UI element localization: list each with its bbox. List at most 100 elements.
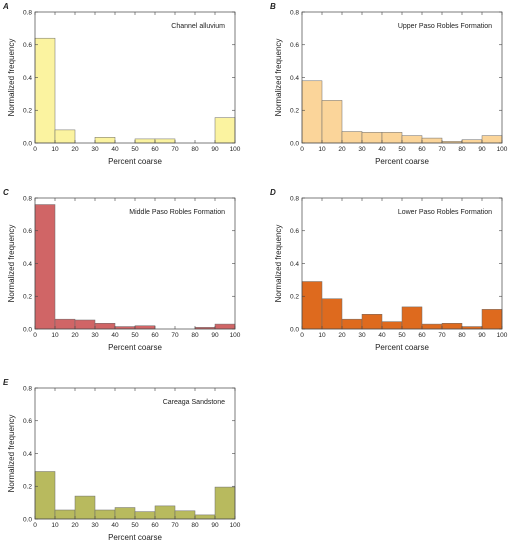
x-tick-label: 10 xyxy=(318,146,326,153)
histogram-bar xyxy=(321,100,343,144)
x-tick-label: 20 xyxy=(71,522,79,529)
y-tick-label: 0.4 xyxy=(23,261,32,268)
x-tick-label: 90 xyxy=(211,332,219,339)
y-tick-label: 0.8 xyxy=(23,195,32,202)
x-tick-label: 40 xyxy=(378,146,386,153)
x-tick-label: 70 xyxy=(438,146,446,153)
panel-title: Channel alluvium xyxy=(171,23,225,30)
histogram-bar xyxy=(401,135,423,144)
histogram-bar xyxy=(461,326,483,330)
x-tick-label: 20 xyxy=(338,332,346,339)
x-tick-label: 80 xyxy=(191,332,199,339)
panel-letter: B xyxy=(270,2,276,11)
histogram-bar xyxy=(381,132,403,144)
histogram-panel-d: D 0 10 20 30 40 50 60 70 80 90 100 0.0 0.2 0.4 0.6 0.8 Lo… xyxy=(270,188,508,352)
plot-frame xyxy=(34,11,236,144)
x-tick-label: 90 xyxy=(478,332,486,339)
x-tick-label: 40 xyxy=(111,146,119,153)
x-tick-label: 30 xyxy=(91,146,99,153)
y-tick-label: 0.8 xyxy=(23,9,32,16)
histogram-bar xyxy=(301,281,323,330)
x-tick-label: 0 xyxy=(300,332,304,339)
x-tick-label: 10 xyxy=(51,146,59,153)
histogram-bar xyxy=(214,117,236,144)
panel-letter: E xyxy=(3,378,9,387)
histogram-bar xyxy=(74,495,96,520)
x-axis-label: Percent coarse xyxy=(108,533,162,542)
histogram-panel-a: A 0 10 20 30 40 50 60 70 80 90 100 0.0 0.2 0.4 0.6 0.8 Ch… xyxy=(2,2,241,166)
y-tick-label: 0.8 xyxy=(290,9,299,16)
histogram-bar xyxy=(301,80,323,144)
x-tick-label: 80 xyxy=(191,522,199,529)
histogram-bar xyxy=(134,138,156,144)
y-tick-label: 0.4 xyxy=(290,261,299,268)
y-tick-label: 0.0 xyxy=(290,326,299,333)
histogram-bar xyxy=(341,131,363,144)
histogram-bar xyxy=(34,204,56,330)
histogram-bar xyxy=(54,318,76,330)
panel-title: Lower Paso Robles Formation xyxy=(398,209,492,216)
x-tick-label: 90 xyxy=(211,146,219,153)
panel-letter: C xyxy=(3,188,9,197)
x-tick-label: 70 xyxy=(171,522,179,529)
y-tick-label: 0.8 xyxy=(23,385,32,392)
x-tick-label: 50 xyxy=(398,146,406,153)
histogram-bar xyxy=(321,298,343,330)
y-tick-label: 0.2 xyxy=(23,108,32,115)
x-tick-label: 20 xyxy=(71,146,79,153)
y-tick-label: 0.0 xyxy=(23,516,32,523)
y-tick-label: 0.0 xyxy=(23,140,32,147)
histogram-bar xyxy=(54,509,76,520)
x-tick-label: 90 xyxy=(478,146,486,153)
histogram-panel-c: C 0 10 20 30 40 50 60 70 80 90 100 0.0 0.2 0.4 0.6 0.8 Mi… xyxy=(3,188,241,352)
y-tick-label: 0.2 xyxy=(23,294,32,301)
x-tick-label: 30 xyxy=(91,332,99,339)
x-tick-label: 40 xyxy=(111,332,119,339)
x-tick-label: 50 xyxy=(131,146,139,153)
histogram-bar xyxy=(401,306,423,330)
x-tick-label: 0 xyxy=(33,522,37,529)
histogram-bar xyxy=(34,37,56,144)
y-tick-label: 0.4 xyxy=(23,451,32,458)
x-axis-label: Percent coarse xyxy=(108,157,162,166)
histogram-bar xyxy=(114,507,136,520)
x-tick-label: 60 xyxy=(418,146,426,153)
histogram-bar xyxy=(134,511,156,520)
y-tick-label: 0.6 xyxy=(23,228,32,235)
histogram-bar xyxy=(174,510,196,520)
y-axis-label: Normalized frequency xyxy=(7,39,16,117)
x-tick-label: 70 xyxy=(438,332,446,339)
plot-frame xyxy=(34,387,236,520)
y-axis-label: Normalized frequency xyxy=(274,39,283,117)
x-tick-label: 100 xyxy=(230,146,241,153)
x-tick-label: 60 xyxy=(418,332,426,339)
y-axis-label: Normalized frequency xyxy=(274,225,283,303)
x-tick-label: 100 xyxy=(230,522,241,529)
histogram-bar xyxy=(154,138,176,144)
histogram-bar xyxy=(461,139,483,144)
histogram-bar xyxy=(94,509,116,520)
y-tick-label: 0.2 xyxy=(290,294,299,301)
y-tick-label: 0.8 xyxy=(290,195,299,202)
y-tick-label: 0.2 xyxy=(290,108,299,115)
x-tick-label: 90 xyxy=(211,522,219,529)
x-tick-label: 80 xyxy=(458,332,466,339)
histogram-bar xyxy=(114,326,136,330)
x-tick-label: 60 xyxy=(151,332,159,339)
x-tick-label: 20 xyxy=(71,332,79,339)
x-tick-label: 100 xyxy=(497,146,508,153)
histogram-bar xyxy=(94,137,116,144)
panel-title: Middle Paso Robles Formation xyxy=(129,209,225,216)
x-tick-label: 70 xyxy=(171,146,179,153)
histogram-bar xyxy=(214,486,236,520)
histogram-bar xyxy=(214,323,236,330)
x-tick-label: 100 xyxy=(497,332,508,339)
x-tick-label: 0 xyxy=(300,146,304,153)
x-tick-label: 100 xyxy=(230,332,241,339)
x-tick-label: 50 xyxy=(131,522,139,529)
y-axis-label: Normalized frequency xyxy=(7,225,16,303)
panel-title: Careaga Sandstone xyxy=(163,399,225,406)
y-tick-label: 0.6 xyxy=(290,228,299,235)
x-tick-label: 60 xyxy=(151,146,159,153)
